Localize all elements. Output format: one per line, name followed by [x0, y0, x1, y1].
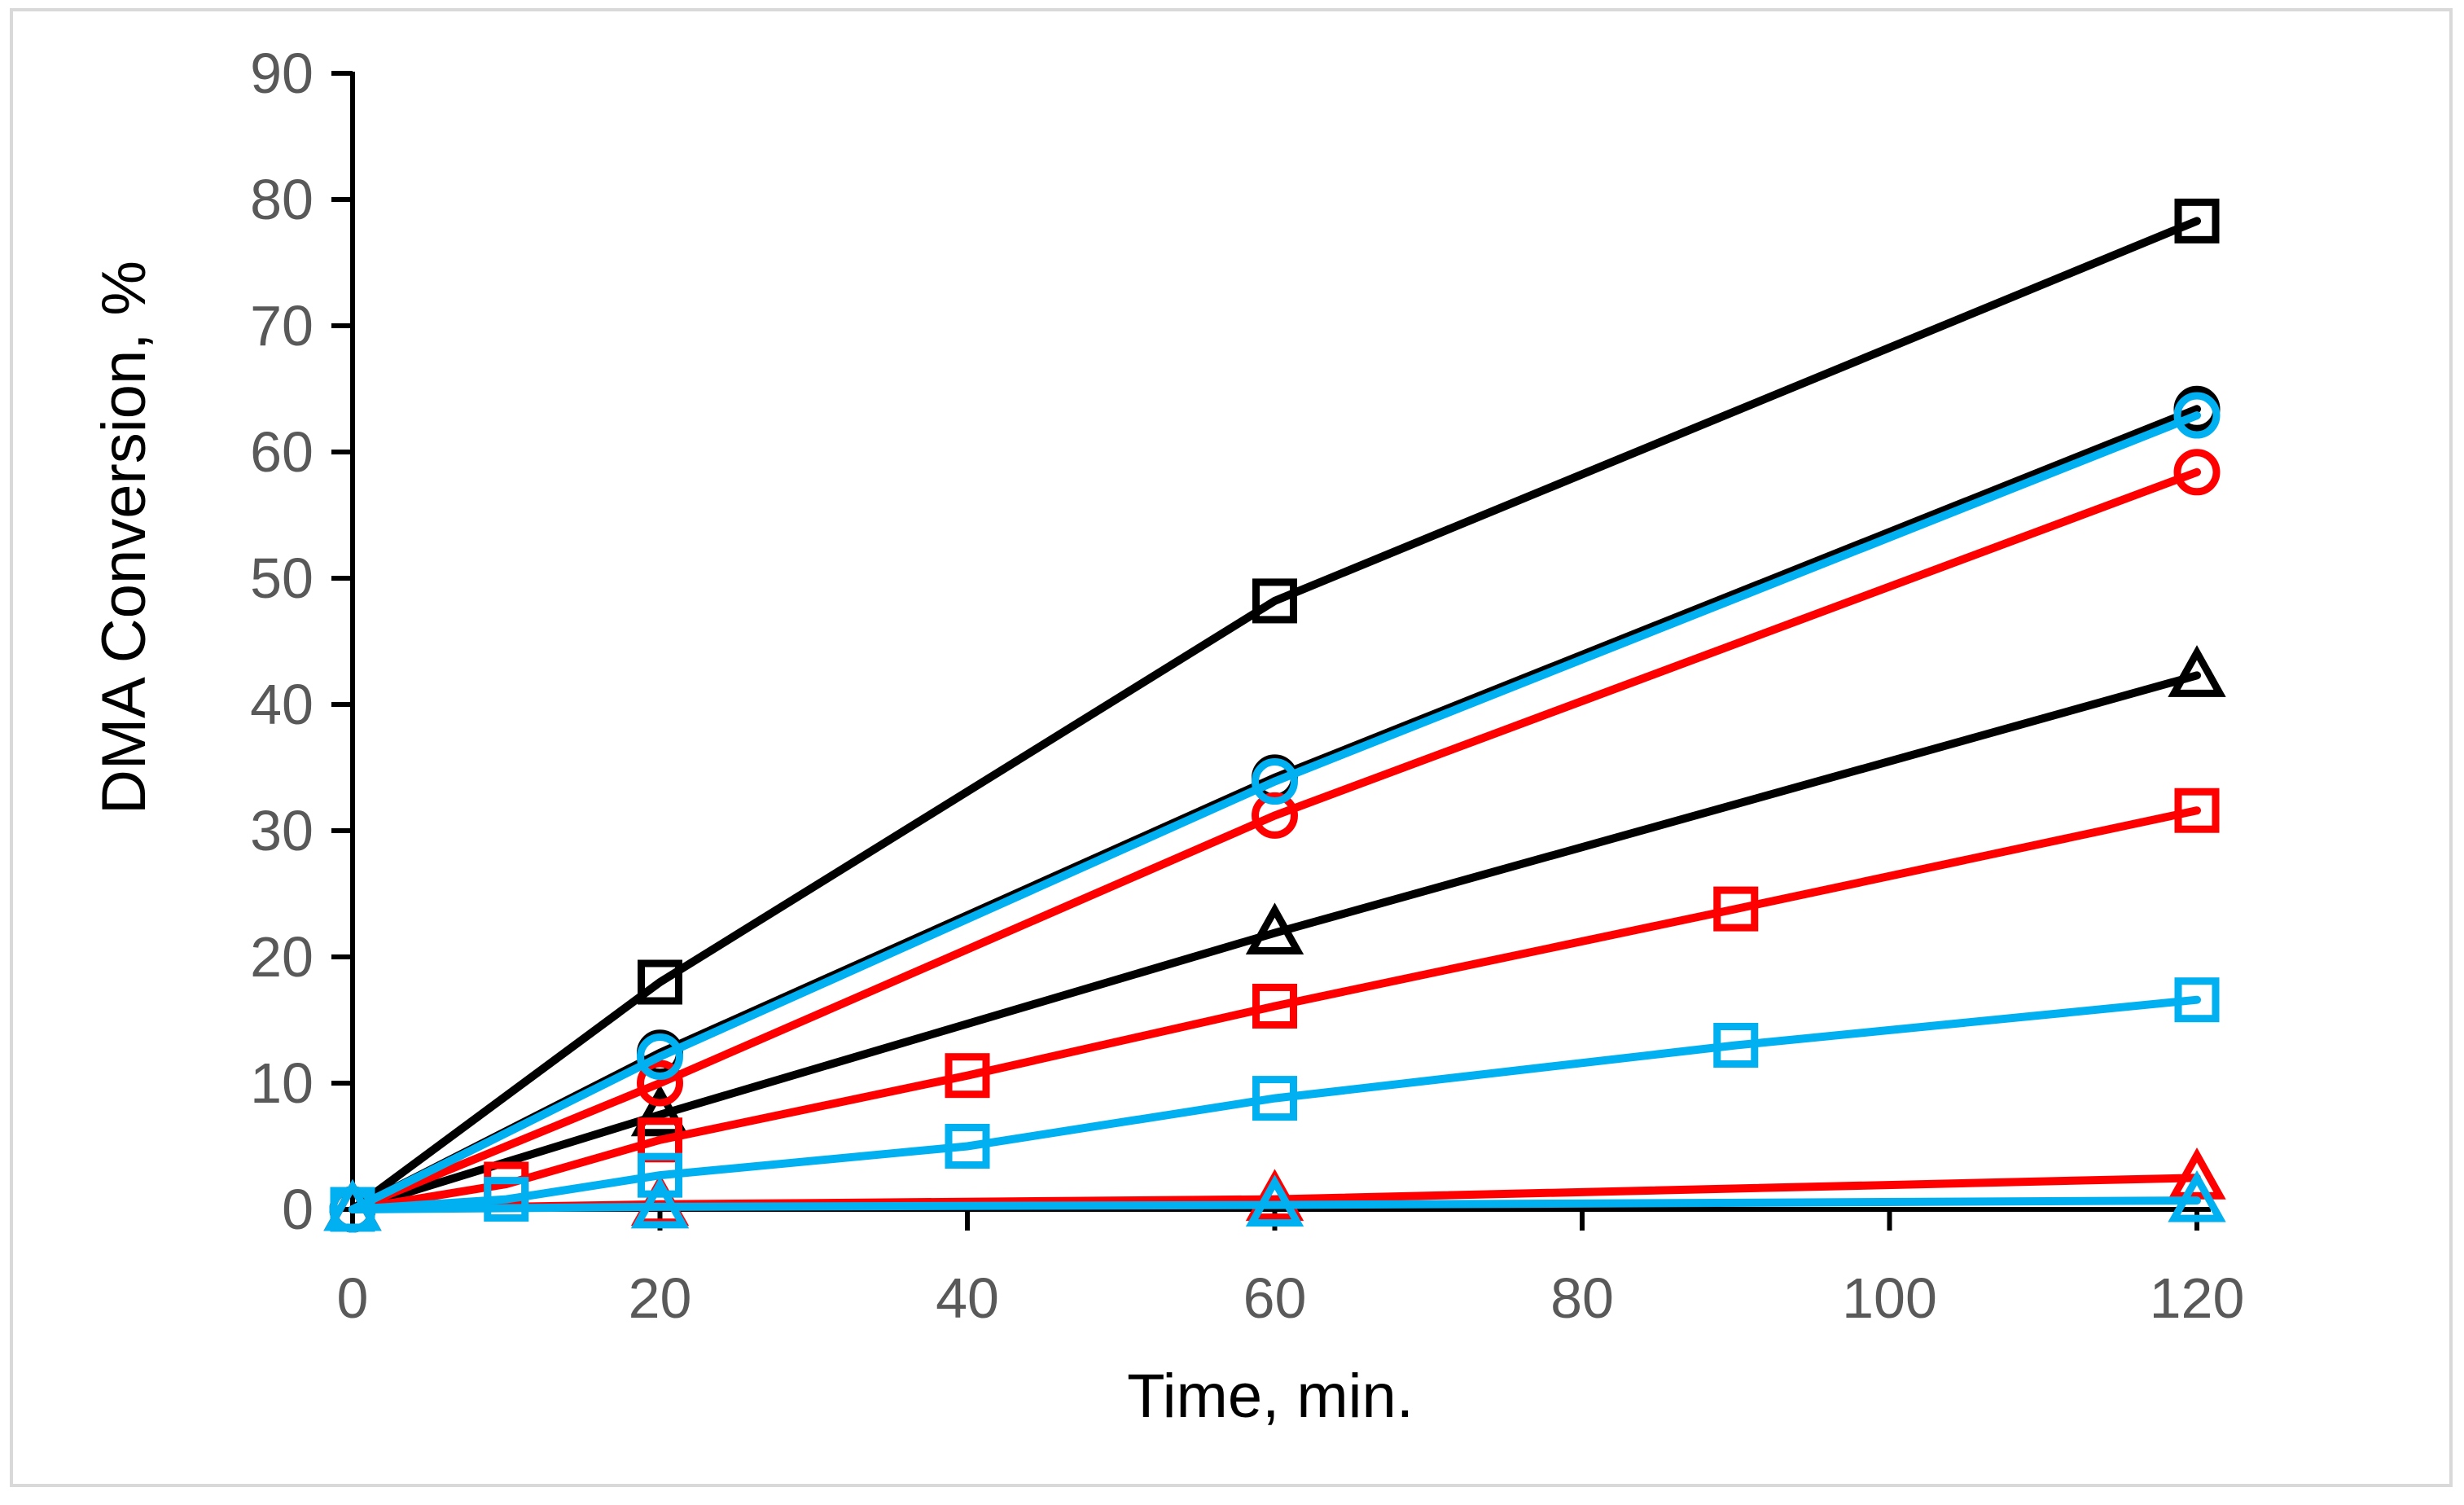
marker-red-square-90: [1713, 886, 1759, 932]
marker-cyan-square-40: [945, 1124, 990, 1169]
x-axis-title: Time, min.: [1127, 1362, 1414, 1431]
marker-black-triangle-20: [630, 1084, 690, 1137]
marker-cyan-square-120: [2174, 977, 2220, 1023]
marker-red-circle-20: [637, 1060, 683, 1107]
marker-red-square-60: [1252, 983, 1297, 1029]
series-line-red-circle: [349, 467, 2201, 1213]
marker-cyan-square-10: [484, 1177, 529, 1222]
marker-red-triangle-120: [2168, 1147, 2226, 1200]
x-tick-label-40: 40: [936, 1266, 999, 1330]
marker-cyan-circle-60: [1252, 758, 1298, 805]
y-axis-title: DMA Conversion, %: [90, 261, 159, 814]
figure-border: [10, 8, 2453, 1487]
marker-cyan-square-60: [1252, 1076, 1297, 1121]
x-tick-label-80: 80: [1550, 1266, 1614, 1330]
marker-black-square-120: [2174, 198, 2220, 244]
y-tick-label-90: 90: [250, 42, 313, 105]
marker-cyan-triangle-60: [1245, 1174, 1304, 1227]
y-tick-label-10: 10: [250, 1051, 313, 1115]
marker-cyan-square-90: [1713, 1023, 1759, 1068]
x-tick-label-100: 100: [1842, 1266, 1937, 1330]
series-line-black-square: [349, 217, 2201, 1213]
y-tick-label-0: 0: [282, 1178, 313, 1241]
marker-red-circle-60: [1252, 792, 1298, 839]
marker-red-square-120: [2174, 788, 2220, 833]
y-tick-label-60: 60: [250, 420, 313, 484]
y-tick-label-50: 50: [250, 546, 313, 610]
x-tick-label-0: 0: [337, 1266, 369, 1330]
y-tick-label-20: 20: [250, 925, 313, 989]
marker-cyan-square-20: [638, 1152, 682, 1198]
x-tick-label-60: 60: [1243, 1266, 1307, 1330]
marker-black-square-20: [638, 959, 682, 1005]
x-tick-label-20: 20: [629, 1266, 692, 1330]
x-tick-label-120: 120: [2150, 1266, 2245, 1330]
marker-red-circle-120: [2173, 449, 2221, 496]
series-line-cyan-circle: [349, 411, 2201, 1213]
marker-cyan-circle-120: [2173, 392, 2221, 439]
y-tick-label-30: 30: [250, 799, 313, 862]
marker-black-square-60: [1252, 578, 1297, 624]
y-tick-label-40: 40: [250, 673, 313, 736]
marker-black-triangle-60: [1245, 902, 1304, 955]
series-line-cyan-triangle: [349, 1196, 2201, 1213]
marker-cyan-triangle-120: [2168, 1169, 2226, 1222]
series-line-cyan-square: [349, 995, 2201, 1213]
y-tick-label-80: 80: [250, 168, 313, 231]
marker-black-triangle-120: [2168, 645, 2226, 697]
marker-red-square-40: [945, 1053, 990, 1099]
marker-cyan-circle-20: [637, 1033, 683, 1080]
marker-cyan-triangle-20: [630, 1176, 690, 1229]
marker-cyan-triangle-0: [323, 1178, 382, 1231]
y-tick-label-70: 70: [250, 294, 313, 358]
